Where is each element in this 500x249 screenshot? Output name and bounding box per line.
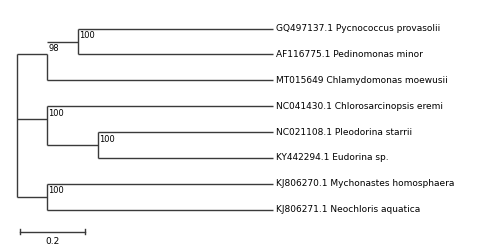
Text: KY442294.1 Eudorina sp.: KY442294.1 Eudorina sp. [276, 153, 389, 162]
Text: NC041430.1 Chlorosarcinopsis eremi: NC041430.1 Chlorosarcinopsis eremi [276, 102, 443, 111]
Text: AF116775.1 Pedinomonas minor: AF116775.1 Pedinomonas minor [276, 50, 423, 59]
Text: 100: 100 [79, 31, 94, 40]
Text: MT015649 Chlamydomonas moewusii: MT015649 Chlamydomonas moewusii [276, 76, 448, 85]
Text: GQ497137.1 Pycnococcus provasolii: GQ497137.1 Pycnococcus provasolii [276, 24, 440, 33]
Text: 0.2: 0.2 [46, 237, 60, 246]
Text: NC021108.1 Pleodorina starrii: NC021108.1 Pleodorina starrii [276, 127, 412, 136]
Text: KJ806270.1 Mychonastes homosphaera: KJ806270.1 Mychonastes homosphaera [276, 179, 454, 188]
Text: 100: 100 [48, 109, 64, 118]
Text: KJ806271.1 Neochloris aquatica: KJ806271.1 Neochloris aquatica [276, 205, 420, 214]
Text: 98: 98 [48, 44, 59, 53]
Text: 100: 100 [48, 186, 64, 195]
Text: 100: 100 [99, 135, 114, 144]
